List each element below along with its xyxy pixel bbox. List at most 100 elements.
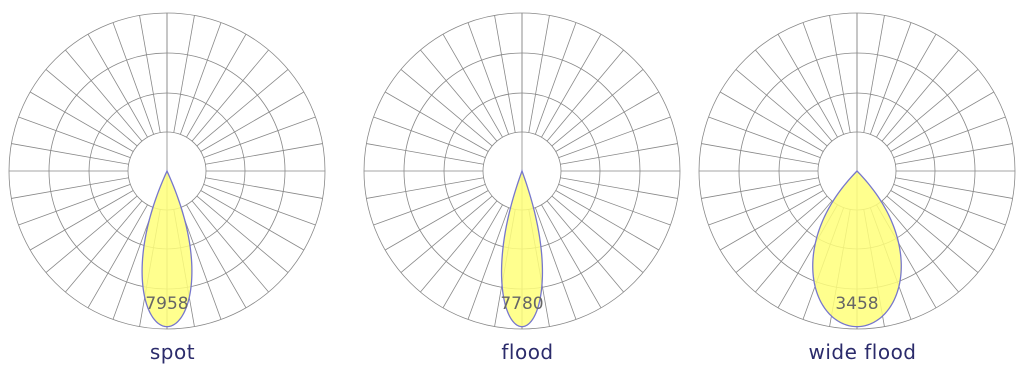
peak-value-label: 7958 xyxy=(145,294,188,314)
peak-value-label: 7780 xyxy=(500,294,543,314)
grid-spoke xyxy=(173,15,195,133)
grid-spoke xyxy=(112,207,155,320)
grid-spoke xyxy=(701,177,819,199)
grid-spoke xyxy=(420,49,498,142)
grid-spoke xyxy=(200,91,305,152)
grid-spoke xyxy=(442,33,503,138)
grid-spoke xyxy=(895,177,1013,199)
grid-spoke xyxy=(203,116,316,159)
grid-spoke xyxy=(863,15,885,133)
grid-spoke xyxy=(384,190,489,251)
grid-spoke xyxy=(534,22,577,135)
grid-spoke xyxy=(777,33,838,138)
grid-spoke xyxy=(546,200,624,293)
grid-spoke xyxy=(890,190,995,251)
grid-spoke xyxy=(400,195,493,273)
grid-spoke xyxy=(708,116,821,159)
grid-spoke xyxy=(420,200,498,293)
grid-spoke xyxy=(551,69,644,147)
grid-spoke xyxy=(87,33,148,138)
grid-spoke xyxy=(541,204,602,309)
grid-spoke xyxy=(205,177,323,199)
grid-spoke xyxy=(719,190,824,251)
grid-spoke xyxy=(191,49,269,142)
polar-plot-spot: 7958 xyxy=(8,12,326,330)
grid-spoke xyxy=(179,22,222,135)
grid-spoke xyxy=(29,190,134,251)
grid-spoke xyxy=(29,91,134,152)
grid-spoke xyxy=(893,116,1006,159)
peak-value-label: 3458 xyxy=(835,294,878,314)
grid-spoke xyxy=(881,49,959,142)
grid-spoke xyxy=(191,200,269,293)
grid-spoke xyxy=(895,143,1013,165)
chart-label-spot: spot xyxy=(149,340,196,364)
grid-spoke xyxy=(541,33,602,138)
grid-spoke xyxy=(366,177,484,199)
grid-spoke xyxy=(196,195,289,273)
grid-spoke xyxy=(65,49,143,142)
polar-chart-wide-flood: 3458 wide flood xyxy=(690,0,1035,371)
grid-spoke xyxy=(373,183,486,226)
grid-spoke xyxy=(179,207,222,320)
grid-spoke xyxy=(555,91,660,152)
beam-lobe xyxy=(500,169,544,328)
grid-spoke xyxy=(45,195,138,273)
polar-plot-flood: 7780 xyxy=(363,12,681,330)
beam-lobe xyxy=(812,170,902,328)
grid-spoke xyxy=(203,183,316,226)
grid-spoke xyxy=(802,22,845,135)
grid-spoke xyxy=(755,49,833,142)
grid-spoke xyxy=(881,200,959,293)
grid-spoke xyxy=(112,22,155,135)
grid-spoke xyxy=(735,69,828,147)
grid-spoke xyxy=(558,183,671,226)
grid-spoke xyxy=(829,15,851,133)
polar-chart-flood: 7780 flood xyxy=(355,0,700,371)
grid-spoke xyxy=(366,143,484,165)
grid-spoke xyxy=(893,183,1006,226)
grid-spoke xyxy=(384,91,489,152)
grid-spoke xyxy=(139,15,161,133)
grid-spoke xyxy=(11,143,129,165)
grid-spoke xyxy=(373,116,486,159)
chart-label-wide-flood: wide flood xyxy=(808,340,917,364)
grid-spoke xyxy=(755,200,833,293)
grid-spoke xyxy=(18,183,131,226)
grid-spoke xyxy=(708,183,821,226)
grid-spoke xyxy=(65,200,143,293)
grid-spoke xyxy=(555,190,660,251)
grid-spoke xyxy=(701,143,819,165)
grid-spoke xyxy=(400,69,493,147)
grid-spoke xyxy=(735,195,828,273)
grid-spoke xyxy=(551,195,644,273)
grid-spoke xyxy=(560,143,678,165)
beam-lobe xyxy=(141,169,193,328)
grid-spoke xyxy=(45,69,138,147)
grid-spoke xyxy=(200,190,305,251)
grid-spoke xyxy=(528,15,550,133)
grid-spoke xyxy=(196,69,289,147)
grid-spoke xyxy=(719,91,824,152)
grid-spoke xyxy=(558,116,671,159)
grid-spoke xyxy=(186,204,247,309)
grid-spoke xyxy=(494,15,516,133)
grid-spoke xyxy=(869,22,912,135)
grid-spoke xyxy=(467,22,510,135)
grid-spoke xyxy=(876,33,937,138)
grid-spoke xyxy=(546,49,624,142)
grid-spoke xyxy=(890,91,995,152)
grid-spoke xyxy=(534,207,577,320)
grid-spoke xyxy=(560,177,678,199)
polar-plot-wide-flood: 3458 xyxy=(698,12,1016,330)
chart-label-flood: flood xyxy=(501,340,554,364)
grid-spoke xyxy=(467,207,510,320)
grid-spoke xyxy=(442,204,503,309)
grid-spoke xyxy=(205,143,323,165)
grid-spoke xyxy=(18,116,131,159)
grid-spoke xyxy=(87,204,148,309)
grid-spoke xyxy=(186,33,247,138)
grid-spoke xyxy=(11,177,129,199)
grid-spoke xyxy=(886,69,979,147)
grid-spoke xyxy=(886,195,979,273)
